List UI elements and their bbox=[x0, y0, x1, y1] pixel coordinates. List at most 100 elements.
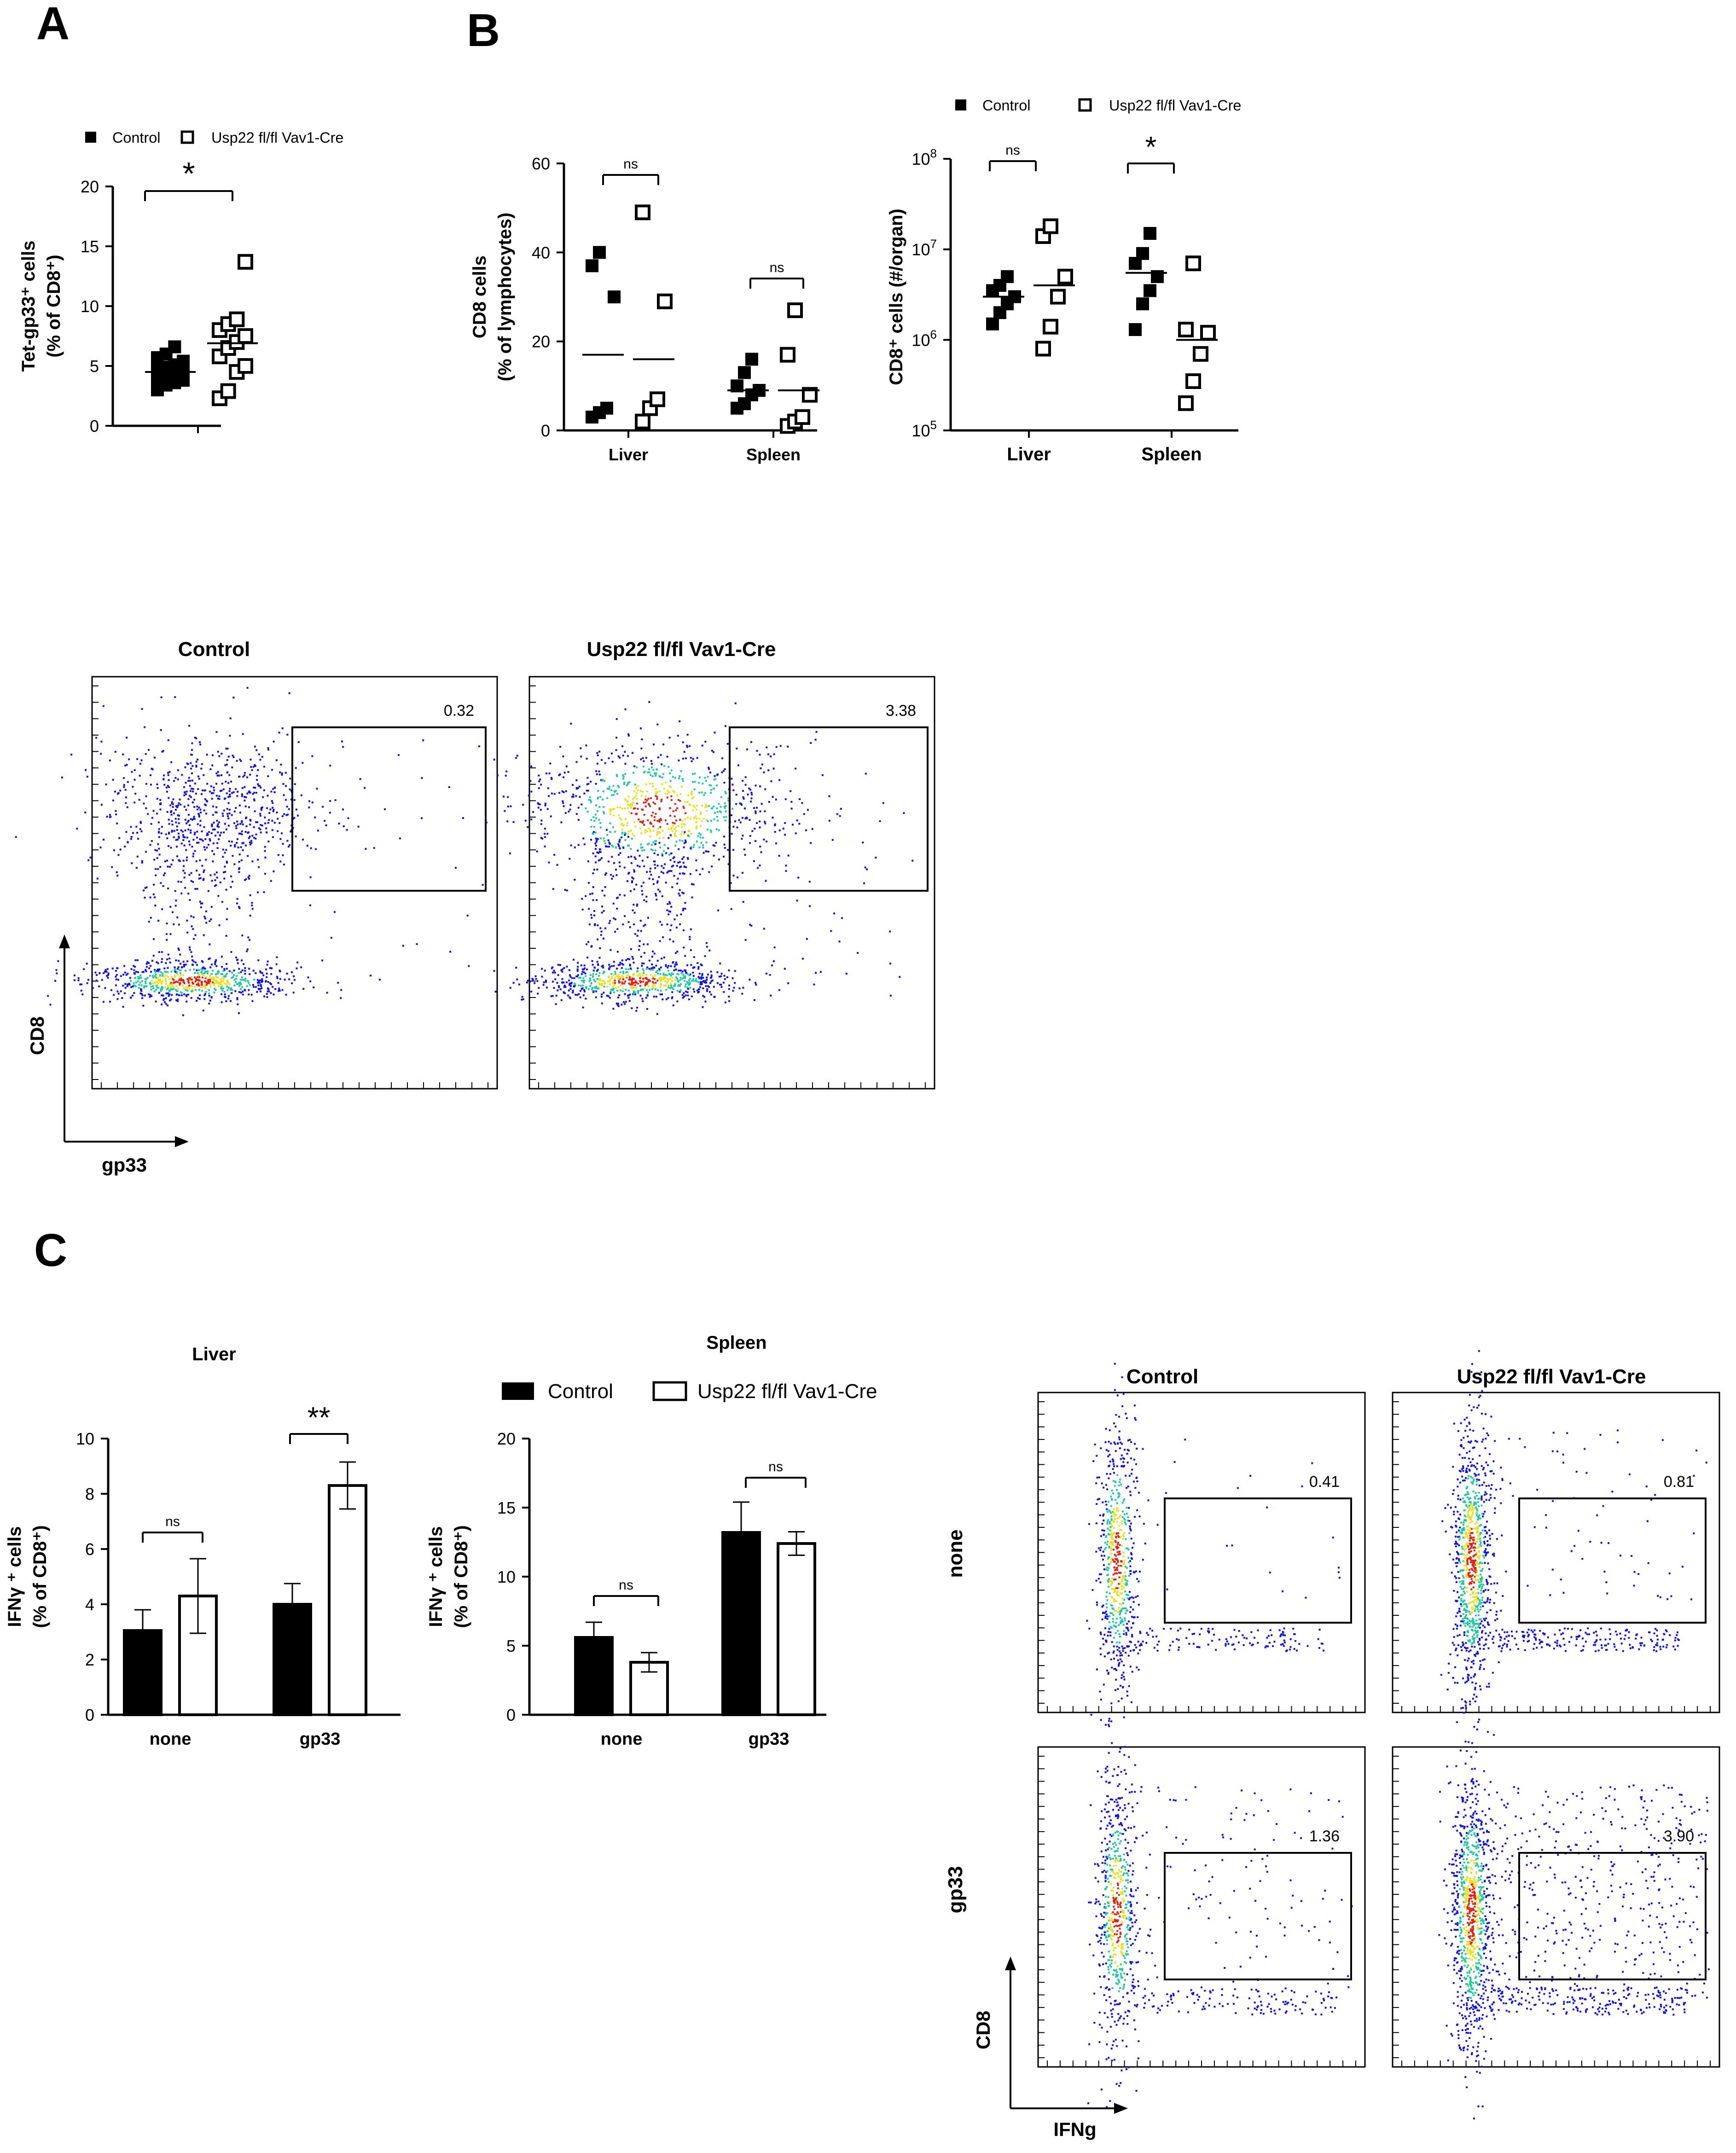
cell-dot bbox=[1119, 1592, 1121, 1594]
cell-dot bbox=[1128, 1561, 1130, 1563]
cell-dot bbox=[1467, 1538, 1469, 1540]
cell-dot bbox=[226, 979, 229, 981]
cell-dot bbox=[639, 973, 641, 975]
cell-dot bbox=[593, 914, 596, 917]
cell-dot bbox=[1102, 1612, 1104, 1614]
cell-dot bbox=[624, 818, 627, 820]
cell-dot bbox=[1133, 1404, 1136, 1407]
cell-dot bbox=[1268, 1642, 1271, 1644]
cell-dot bbox=[653, 995, 655, 998]
cell-dot bbox=[646, 994, 649, 997]
cell-dot bbox=[689, 977, 691, 980]
cell-dot bbox=[591, 960, 593, 962]
cell-dot bbox=[663, 975, 666, 977]
cell-dot bbox=[635, 795, 637, 797]
cell-dot bbox=[555, 994, 557, 997]
cell-dot bbox=[131, 771, 133, 773]
cell-dot bbox=[593, 826, 595, 828]
cell-dot bbox=[203, 916, 206, 918]
cell-dot bbox=[684, 976, 686, 979]
cell-dot bbox=[609, 966, 611, 968]
cell-dot bbox=[790, 790, 792, 792]
cell-dot bbox=[599, 927, 602, 929]
cell-dot bbox=[159, 866, 162, 868]
cell-dot bbox=[681, 970, 684, 973]
cell-dot bbox=[198, 877, 200, 880]
cell-dot bbox=[599, 837, 602, 840]
cell-dot bbox=[174, 971, 177, 973]
cell-dot bbox=[1111, 1543, 1114, 1545]
y-axis-label: CD8 cells bbox=[470, 255, 490, 338]
cell-dot bbox=[706, 810, 708, 812]
cell-dot bbox=[236, 997, 238, 999]
cell-dot bbox=[1110, 1720, 1113, 1723]
cell-dot bbox=[1118, 1525, 1121, 1527]
cell-dot bbox=[690, 846, 692, 848]
cell-dot bbox=[213, 786, 215, 789]
cell-dot bbox=[632, 973, 634, 975]
cell-dot bbox=[615, 846, 617, 848]
cell-dot bbox=[158, 968, 161, 970]
cell-dot bbox=[553, 987, 555, 989]
cell-dot bbox=[1105, 1484, 1107, 1486]
cell-dot bbox=[1172, 1641, 1174, 1643]
cell-dot bbox=[1125, 1607, 1127, 1609]
cell-dot bbox=[682, 780, 684, 782]
cell-dot bbox=[598, 972, 601, 974]
y-tick-label: 60 bbox=[532, 154, 550, 173]
cell-dot bbox=[1468, 1530, 1470, 1532]
cell-dot bbox=[695, 869, 697, 871]
cell-dot bbox=[646, 871, 648, 873]
cell-dot bbox=[1179, 1627, 1182, 1630]
cell-dot bbox=[340, 989, 343, 991]
cell-dot bbox=[714, 731, 716, 734]
cell-dot bbox=[222, 856, 224, 858]
cell-dot bbox=[1494, 1507, 1496, 1509]
cell-dot bbox=[1099, 1549, 1102, 1551]
cell-dot bbox=[77, 979, 80, 981]
cell-dot bbox=[1101, 1618, 1103, 1620]
cell-dot bbox=[1127, 1629, 1130, 1631]
cell-dot bbox=[606, 846, 608, 848]
cell-dot bbox=[670, 905, 673, 908]
cell-dot bbox=[1125, 1634, 1127, 1636]
cell-dot bbox=[102, 705, 105, 707]
cell-dot bbox=[654, 984, 656, 987]
cell-dot bbox=[522, 804, 524, 806]
cell-dot bbox=[190, 762, 192, 764]
cell-dot bbox=[160, 696, 163, 698]
cell-dot bbox=[268, 990, 270, 992]
cell-dot bbox=[631, 979, 633, 981]
cell-dot bbox=[640, 885, 643, 888]
cell-dot bbox=[537, 807, 540, 809]
cell-dot bbox=[152, 810, 155, 812]
cell-dot bbox=[269, 967, 272, 969]
cell-dot bbox=[213, 984, 215, 987]
cell-dot bbox=[238, 968, 240, 970]
cell-dot bbox=[595, 804, 598, 807]
cell-dot bbox=[245, 816, 248, 818]
cell-dot bbox=[655, 840, 657, 842]
cell-dot bbox=[263, 995, 266, 998]
cell-dot bbox=[116, 990, 119, 992]
cell-dot bbox=[624, 839, 627, 841]
y-tick-label: 2 bbox=[85, 1650, 94, 1669]
cell-dot bbox=[622, 923, 624, 926]
cell-dot bbox=[630, 807, 632, 809]
cell-dot bbox=[1156, 1643, 1159, 1646]
cell-dot bbox=[1114, 1590, 1116, 1592]
cell-dot bbox=[665, 965, 667, 967]
cell-dot bbox=[596, 851, 598, 853]
cell-dot bbox=[150, 986, 152, 988]
cell-dot bbox=[1105, 1613, 1108, 1615]
cell-dot bbox=[1101, 1555, 1103, 1557]
cell-dot bbox=[1178, 1639, 1180, 1641]
cell-dot bbox=[697, 981, 699, 983]
cell-dot bbox=[1125, 1538, 1127, 1540]
cell-dot bbox=[696, 840, 698, 842]
cell-dot bbox=[226, 983, 228, 986]
cell-dot bbox=[716, 982, 719, 984]
cell-dot bbox=[179, 976, 181, 979]
cell-dot bbox=[796, 900, 798, 902]
cell-dot bbox=[105, 971, 108, 973]
